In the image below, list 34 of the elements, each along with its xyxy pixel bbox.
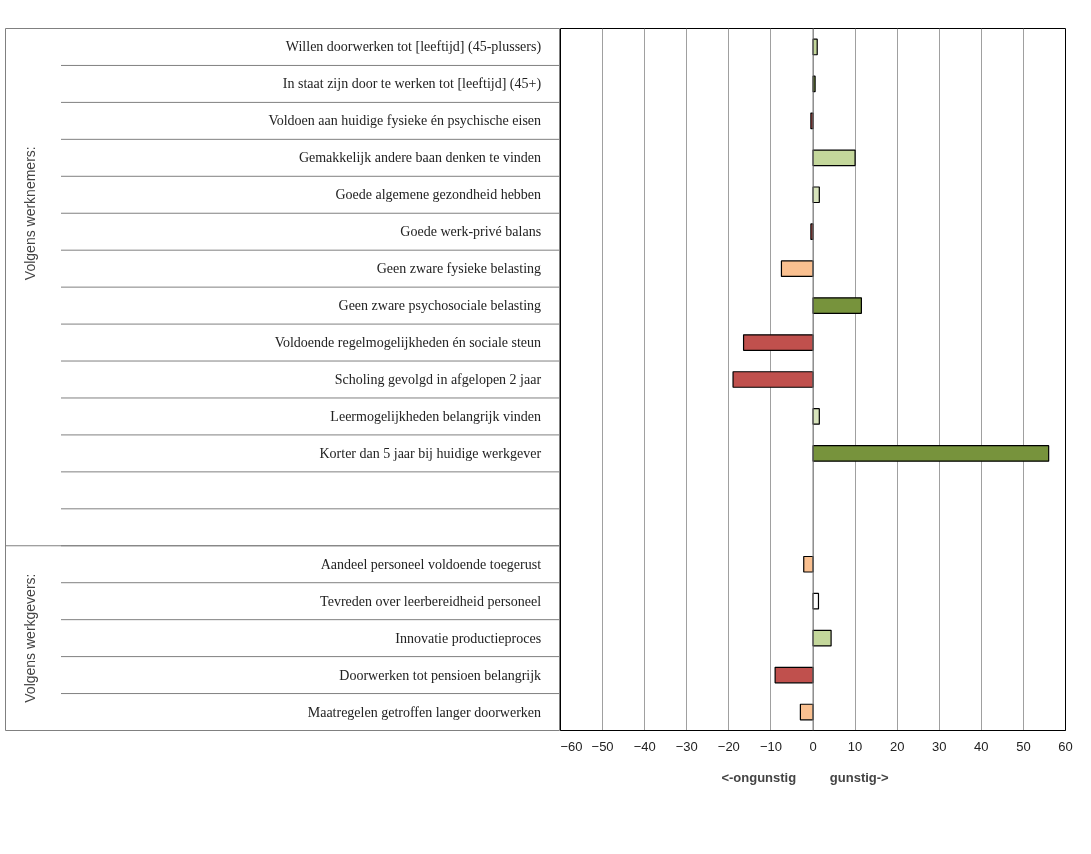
x-tick-label: 50 (1016, 738, 1031, 754)
y-tick-label: Voldoende regelmogelijkheden én sociale steun (274, 335, 542, 351)
x-tick-label: −10 (759, 738, 782, 754)
y-tick-label: Willen doorwerken tot [leeftijd] (45-plussers) (285, 39, 542, 56)
x-tick-label: 0 (809, 738, 817, 754)
x-tick-label: −60 (560, 738, 583, 754)
x-tick-label: −30 (675, 738, 698, 754)
y-tick-label: Innovatie productieproces (395, 630, 542, 646)
x-tick-label: 30 (932, 738, 947, 754)
y-tick-label: Goede algemene gezondheid hebben (335, 187, 542, 203)
text: gunstig-> (829, 770, 890, 785)
y-tick-label: Leermogelijkheden belangrijk vinden (330, 408, 542, 424)
y-tick-label: Tevreden over leerbereidheid personeel (320, 593, 542, 609)
x-tick-label: 20 (889, 738, 905, 754)
y-tick-label: Maatregelen getroffen langer doorwerken (307, 704, 542, 720)
y-tick-label: Korter dan 5 jaar bij huidige werkgever (319, 445, 542, 461)
y-tick-label: Scholing gevolgd in afgelopen 2 jaar (334, 372, 542, 387)
y-tick-label: Goede werk-privé balans (400, 224, 542, 240)
y-tick-label: Geen zware fysieke belasting (376, 261, 542, 277)
x-tick-label: −40 (633, 738, 656, 754)
x-tick-label: 10 (847, 738, 863, 754)
y-tick-label: In staat zijn door te werken tot [leeftijd] (45+) (282, 76, 542, 93)
y-tick-label: Voldoen aan huidige fysieke én psychische eisen (268, 113, 542, 129)
y-tick-label: Geen zware psychosociale belasting (338, 298, 542, 314)
y-tick-label: Doorwerken tot pensioen belangrijk (339, 667, 542, 683)
x-tick-label: −50 (591, 738, 614, 754)
x-tick-label: 40 (974, 738, 989, 754)
x-tick-label: 60 (1058, 738, 1073, 754)
text: <-ongunstig (721, 770, 797, 785)
y-tick-label: Gemakkelijk andere baan denken te vinden (298, 150, 542, 166)
y-tick-label: Aandeel personeel voldoende toegerust (320, 556, 542, 572)
x-tick-label: −20 (717, 738, 740, 754)
text: Volgens werkgevers: (22, 573, 39, 703)
text: Volgens werknemers: (22, 146, 39, 281)
